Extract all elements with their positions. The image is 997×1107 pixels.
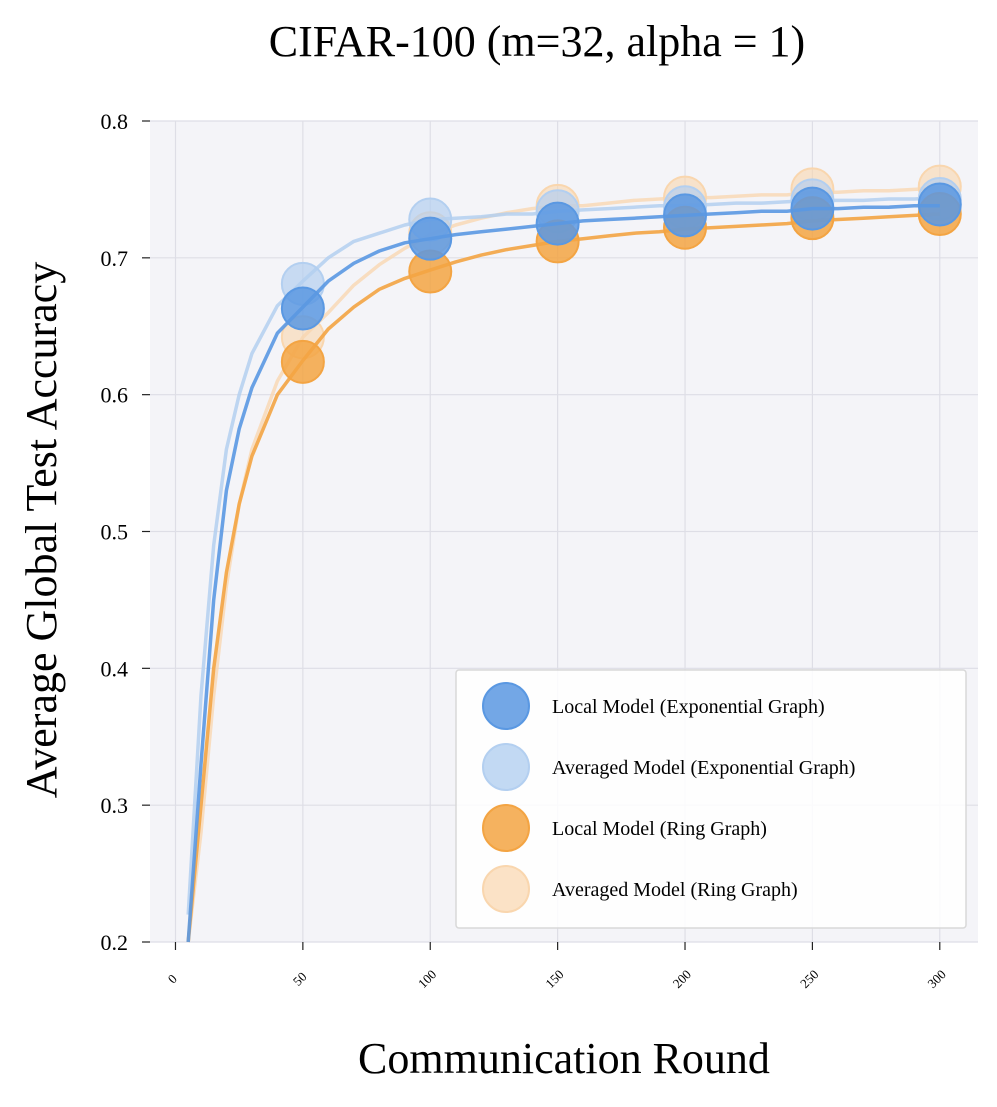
series-marker xyxy=(408,216,453,261)
x-tick-label: 200 xyxy=(670,967,694,991)
series-marker xyxy=(917,182,962,227)
y-tick-label: 0.2 xyxy=(101,930,129,955)
y-tick-label: 0.8 xyxy=(101,109,129,134)
y-tick-label: 0.6 xyxy=(101,383,129,408)
x-tick-label: 50 xyxy=(290,969,310,989)
legend-label: Local Model (Exponential Graph) xyxy=(552,696,825,718)
legend-marker xyxy=(482,682,530,730)
y-tick-label: 0.3 xyxy=(101,793,129,818)
legend-marker xyxy=(482,865,530,913)
y-tick-label: 0.5 xyxy=(101,520,129,545)
y-axis-label: Average Global Test Accuracy xyxy=(17,262,66,799)
legend-label: Local Model (Ring Graph) xyxy=(552,818,767,840)
x-tick-label: 0 xyxy=(165,971,180,986)
x-tick-label: 100 xyxy=(415,967,439,991)
x-tick-label: 150 xyxy=(542,967,566,991)
series-marker xyxy=(790,186,835,231)
series-layer xyxy=(186,164,962,943)
y-tick-label: 0.7 xyxy=(101,246,129,271)
series-3 xyxy=(186,182,962,943)
legend-box xyxy=(455,669,967,929)
series-marker xyxy=(280,286,325,331)
series-marker xyxy=(280,339,325,384)
legend-label: Averaged Model (Exponential Graph) xyxy=(552,757,855,779)
legend: Local Model (Exponential Graph) Averaged … xyxy=(455,669,967,929)
series-marker xyxy=(535,201,580,246)
legend-label: Averaged Model (Ring Graph) xyxy=(552,879,798,901)
legend-marker xyxy=(482,743,530,791)
series-marker xyxy=(663,193,708,238)
x-tick-label: 250 xyxy=(797,967,821,991)
axes: 0 50 100 150 200 250 300 0.2 0.3 0.4 0.5 0.6 0.7 0.8 xyxy=(101,109,949,991)
legend-marker xyxy=(482,804,530,852)
x-axis-label: Communication Round xyxy=(358,1034,770,1083)
y-tick-label: 0.4 xyxy=(101,656,129,681)
x-tick-label: 300 xyxy=(924,967,948,991)
chart-title: CIFAR-100 (m=32, alpha = 1) xyxy=(269,17,805,66)
